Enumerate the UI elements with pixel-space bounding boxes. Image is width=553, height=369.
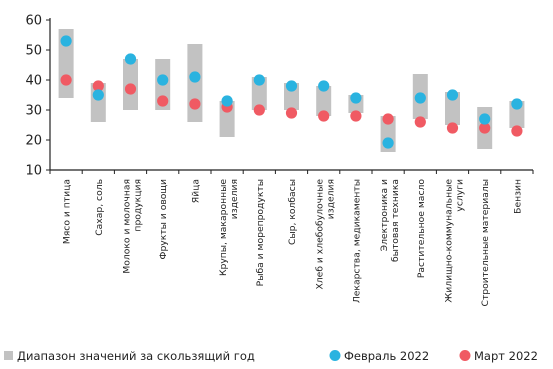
legend-feb-marker: [329, 350, 341, 361]
point-feb-2022: [221, 95, 233, 107]
data-points: [60, 35, 523, 149]
point-mar-2022: [92, 80, 104, 92]
y-tick-label: 40: [25, 74, 42, 89]
point-mar-2022: [189, 98, 201, 110]
point-feb-2022: [318, 80, 330, 92]
range-bar: [251, 77, 267, 110]
category-label: Яйца: [190, 179, 201, 203]
point-feb-2022: [92, 89, 104, 101]
point-feb-2022: [253, 74, 265, 86]
point-feb-2022: [124, 53, 137, 65]
range-bar: [316, 86, 332, 116]
category-label: Мясо и птица: [62, 179, 73, 244]
point-feb-2022: [189, 71, 201, 83]
category-label: Крупы, макаронные: [218, 179, 229, 276]
category-label: Лекарства, медикаменты: [351, 179, 362, 303]
point-mar-2022: [479, 122, 491, 134]
point-mar-2022: [157, 95, 169, 107]
category-label: Растительное масло: [416, 179, 427, 279]
category-label: Сыр, колбасы: [287, 179, 298, 245]
point-mar-2022: [350, 110, 362, 122]
point-mar-2022: [124, 83, 137, 95]
y-tick-label: 60: [25, 14, 42, 29]
legend-range-swatch: [4, 351, 13, 360]
point-mar-2022: [382, 113, 394, 125]
point-feb-2022: [285, 80, 298, 92]
point-mar-2022: [446, 122, 459, 134]
category-label: изделия: [326, 179, 337, 219]
category-label: Электроника и: [379, 179, 390, 251]
category-label: Строительные материалы: [480, 179, 491, 306]
range-bar: [187, 44, 203, 122]
point-feb-2022: [350, 92, 362, 104]
point-feb-2022: [479, 113, 491, 125]
category-label: Рыба и морепродукты: [255, 179, 266, 286]
point-feb-2022: [511, 98, 523, 110]
point-feb-2022: [382, 137, 394, 149]
point-mar-2022: [318, 110, 330, 122]
point-mar-2022: [60, 74, 72, 86]
category-label: Жилищно-коммунальные: [444, 179, 455, 303]
axes: 10 20 30 40 50 60: [25, 14, 534, 179]
point-feb-2022: [157, 74, 169, 86]
point-mar-2022: [285, 107, 298, 119]
y-tick-label: 50: [25, 44, 42, 59]
legend-mar-marker: [459, 350, 471, 361]
point-mar-2022: [414, 116, 426, 128]
category-label: Молоко и молочная: [122, 179, 133, 274]
category-label: продукция: [133, 179, 144, 232]
point-feb-2022: [446, 89, 459, 101]
legend-mar-label: Март 2022: [474, 349, 538, 363]
y-tick-label: 30: [25, 104, 42, 119]
category-label: бытовая техника: [390, 179, 401, 262]
y-tick-label: 10: [25, 164, 42, 179]
category-label: услуги: [455, 179, 466, 212]
category-label: Сахар, соль: [94, 179, 105, 236]
range-bar: [445, 92, 460, 125]
category-label: изделия: [229, 179, 240, 219]
point-mar-2022: [511, 125, 523, 137]
legend: Диапазон значений за скользящий год Февр…: [4, 349, 538, 363]
legend-range-label: Диапазон значений за скользящий год: [17, 349, 255, 363]
category-labels: Мясо и птица Сахар, соль Молоко и молочная…: [62, 179, 524, 307]
point-feb-2022: [414, 92, 426, 104]
point-mar-2022: [253, 104, 265, 116]
y-tick-label: 20: [25, 134, 42, 149]
category-label: Хлеб и хлебобулочные: [315, 179, 326, 290]
point-feb-2022: [60, 35, 72, 47]
category-label: Фрукты и овощи: [158, 179, 169, 259]
legend-feb-label: Февраль 2022: [344, 349, 429, 363]
category-label: Бензин: [512, 179, 523, 214]
